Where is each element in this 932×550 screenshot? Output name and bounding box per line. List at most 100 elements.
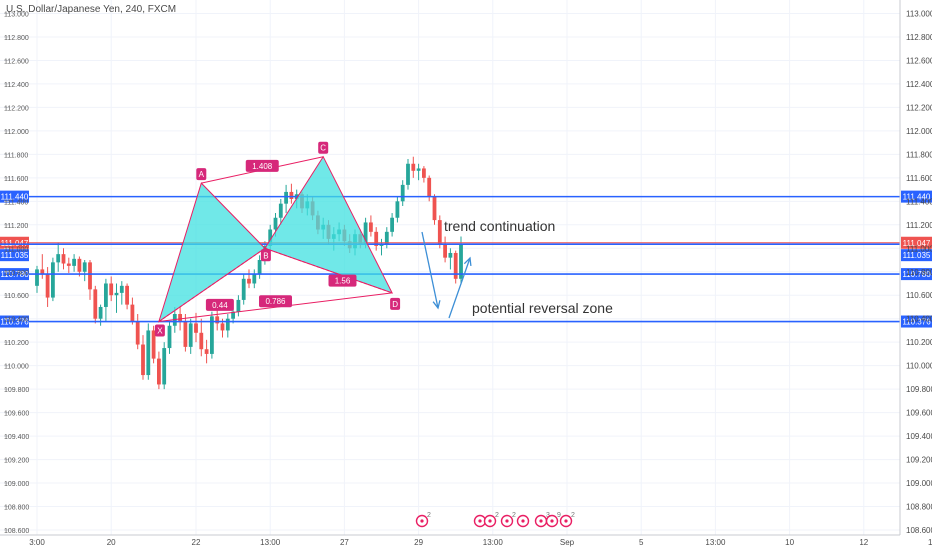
candle-body: [157, 358, 161, 385]
candle-body: [422, 168, 426, 178]
level-tag-left: 111.035: [1, 251, 29, 260]
event-marker-dot: [420, 519, 424, 523]
price-tick-label: 112.200: [906, 103, 932, 112]
price-tick-label: 112.800: [906, 33, 932, 42]
candle-body: [369, 222, 373, 232]
time-tick-label: 13:00: [483, 538, 504, 547]
event-marker-count: 2: [495, 512, 499, 519]
event-marker-dot: [478, 519, 482, 523]
candle-body: [119, 285, 124, 293]
ratio-label: 1.56: [335, 277, 351, 286]
ratio-label: 0.44: [212, 301, 228, 310]
candle-body: [241, 278, 246, 300]
candle-body: [406, 163, 410, 185]
level-lines: 111.440111.440111.047111.047111.035111.0…: [0, 190, 932, 328]
level-tag-left-bg: [0, 236, 29, 249]
price-tick-label-left: 113.000: [4, 12, 29, 19]
event-marker-count: 9: [557, 512, 561, 519]
candle-body: [247, 278, 251, 284]
event-marker-count: 2: [571, 512, 575, 519]
price-tick-label: 110.800: [906, 268, 932, 277]
level-tag-left: 110.780: [0, 270, 29, 279]
candle-body: [98, 306, 103, 319]
candle-body: [141, 344, 145, 376]
candle-body: [109, 283, 114, 296]
event-marker-dot: [564, 519, 568, 523]
candle-body: [443, 243, 447, 258]
grid: [0, 0, 900, 535]
annotation-potential-reversal-zone: potential reversal zone: [472, 300, 613, 316]
price-tick-label-left: 109.000: [4, 481, 29, 488]
candle-body: [183, 321, 188, 347]
candle-body: [45, 274, 50, 298]
candle-body: [257, 260, 262, 275]
level-tag-left: 110.376: [0, 318, 29, 327]
candle-body: [278, 203, 283, 218]
arrows: [421, 231, 472, 319]
candles: [35, 156, 463, 390]
pattern-line-xb: [158, 247, 266, 322]
price-tick-label-left: 109.600: [4, 411, 29, 418]
price-tick-label: 112.400: [906, 80, 932, 89]
point-label-x-bg: [154, 324, 165, 337]
level-tag-right: 111.440: [903, 193, 931, 202]
price-axis[interactable]: 113.000 113.000 112.800 112.800 112.600 112.6…: [4, 0, 932, 535]
time-axis[interactable]: 3:00 20 22 13:00 27 29 13:00 Sep 5 13:00 10 12 13:00…: [0, 534, 932, 547]
candle-body: [284, 191, 288, 204]
price-tick-label: 109.600: [906, 409, 932, 418]
candle-body: [210, 316, 214, 354]
candle-body: [225, 318, 230, 331]
candle-body: [104, 283, 108, 307]
time-tick-label: 12: [859, 538, 868, 547]
level-tag-left-bg: [0, 190, 29, 203]
price-tick-label: 112.000: [906, 127, 932, 136]
candle-body: [384, 231, 389, 244]
candle-body: [215, 316, 220, 324]
price-tick-label: 109.800: [906, 385, 932, 394]
level-tag-left-bg: [0, 249, 29, 262]
time-tick-label: 13:00: [260, 538, 281, 547]
candle-body: [390, 217, 394, 232]
candle-body: [395, 201, 400, 218]
point-label-a: A: [199, 170, 205, 179]
event-marker-count: 2: [427, 512, 431, 519]
candle-body: [82, 262, 87, 272]
price-tick-label: 111.000: [906, 244, 932, 253]
candle-body: [273, 217, 278, 230]
candle-body: [220, 323, 225, 331]
price-tick-label-left: 110.200: [4, 340, 29, 347]
annotation-trend-continuation: trend continuation: [444, 218, 555, 234]
candle-body: [416, 168, 421, 171]
price-tick-label: 111.600: [906, 174, 932, 183]
price-tick-label-left: 112.000: [4, 129, 29, 136]
candle-body: [268, 229, 273, 246]
price-tick-label-left: 108.600: [4, 528, 29, 535]
candle-body: [188, 323, 193, 347]
arrow-down-head: [432, 300, 441, 310]
chart-title: U.S. Dollar/Japanese Yen, 240, FXCM: [6, 4, 177, 15]
level-tag-left: 111.440: [1, 193, 29, 202]
level-tag-right-bg: [901, 190, 932, 203]
candle-body: [61, 254, 66, 264]
price-tick-label: 110.200: [906, 338, 932, 347]
price-tick-label-left: 110.800: [4, 270, 29, 277]
price-tick-label-left: 109.800: [4, 387, 29, 394]
point-label-c-bg: [318, 141, 329, 154]
ratio-label-bg: [259, 295, 292, 308]
event-marker-dot: [488, 519, 492, 523]
price-tick-label: 111.800: [906, 150, 932, 159]
candle-body: [130, 304, 135, 322]
price-tick-label-left: 112.400: [4, 82, 29, 89]
candle-body: [167, 325, 172, 349]
level-tag-left-bg: [0, 268, 29, 281]
level-tag-right-bg: [901, 315, 932, 328]
level-tag-right-bg: [901, 268, 932, 281]
arrow-down-shaft: [421, 231, 439, 309]
level-tag-right: 110.780: [902, 270, 931, 279]
candle-body: [40, 269, 45, 275]
ratio-label: 0.786: [265, 297, 286, 306]
time-tick-label: 22: [192, 538, 201, 547]
price-tick-label: 110.000: [906, 362, 932, 371]
